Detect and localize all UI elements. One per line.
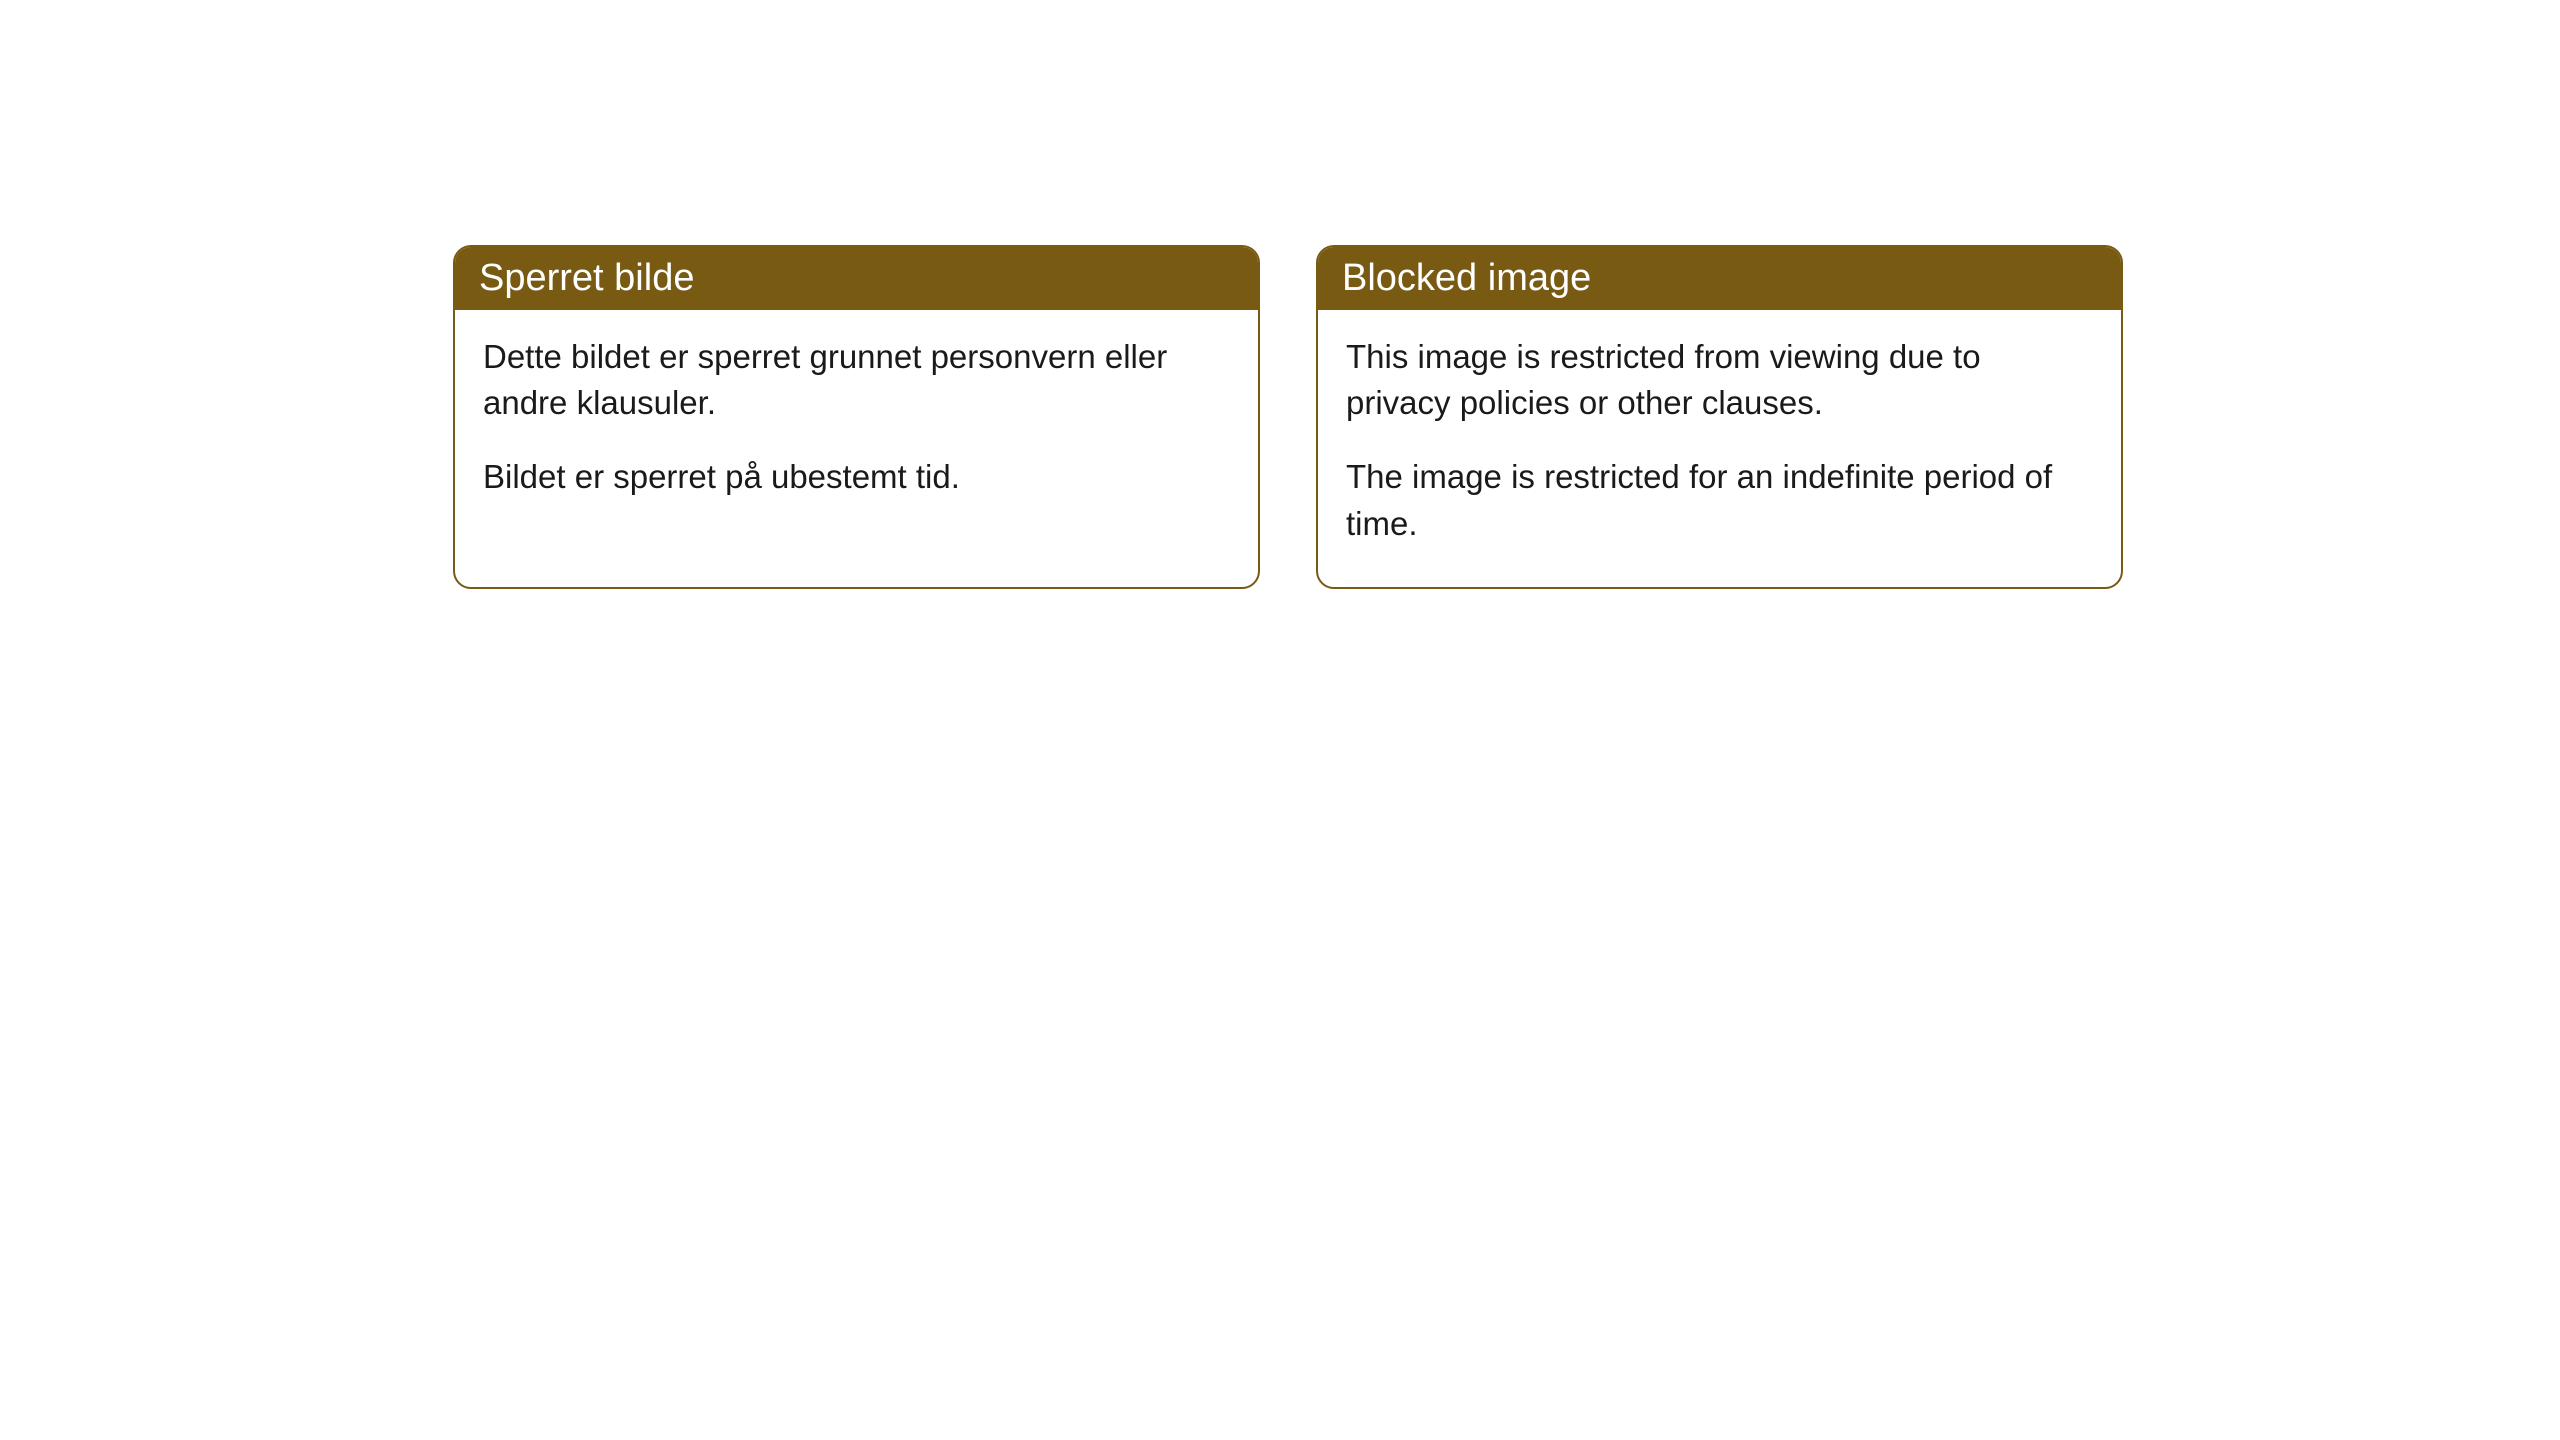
notice-paragraph: This image is restricted from viewing du…: [1346, 334, 2093, 426]
notice-paragraph: The image is restricted for an indefinit…: [1346, 454, 2093, 546]
notice-card-body: Dette bildet er sperret grunnet personve…: [455, 310, 1258, 541]
notice-paragraph: Dette bildet er sperret grunnet personve…: [483, 334, 1230, 426]
notice-card-title: Sperret bilde: [479, 257, 694, 299]
notice-card-body: This image is restricted from viewing du…: [1318, 310, 2121, 587]
notice-card-english: Blocked image This image is restricted f…: [1316, 245, 2123, 589]
notice-paragraph: Bildet er sperret på ubestemt tid.: [483, 454, 1230, 500]
notice-card-norwegian: Sperret bilde Dette bildet er sperret gr…: [453, 245, 1260, 589]
notice-card-title: Blocked image: [1342, 257, 1591, 299]
notice-card-header: Blocked image: [1318, 247, 2121, 310]
notice-card-header: Sperret bilde: [455, 247, 1258, 310]
notice-container: Sperret bilde Dette bildet er sperret gr…: [453, 245, 2123, 589]
